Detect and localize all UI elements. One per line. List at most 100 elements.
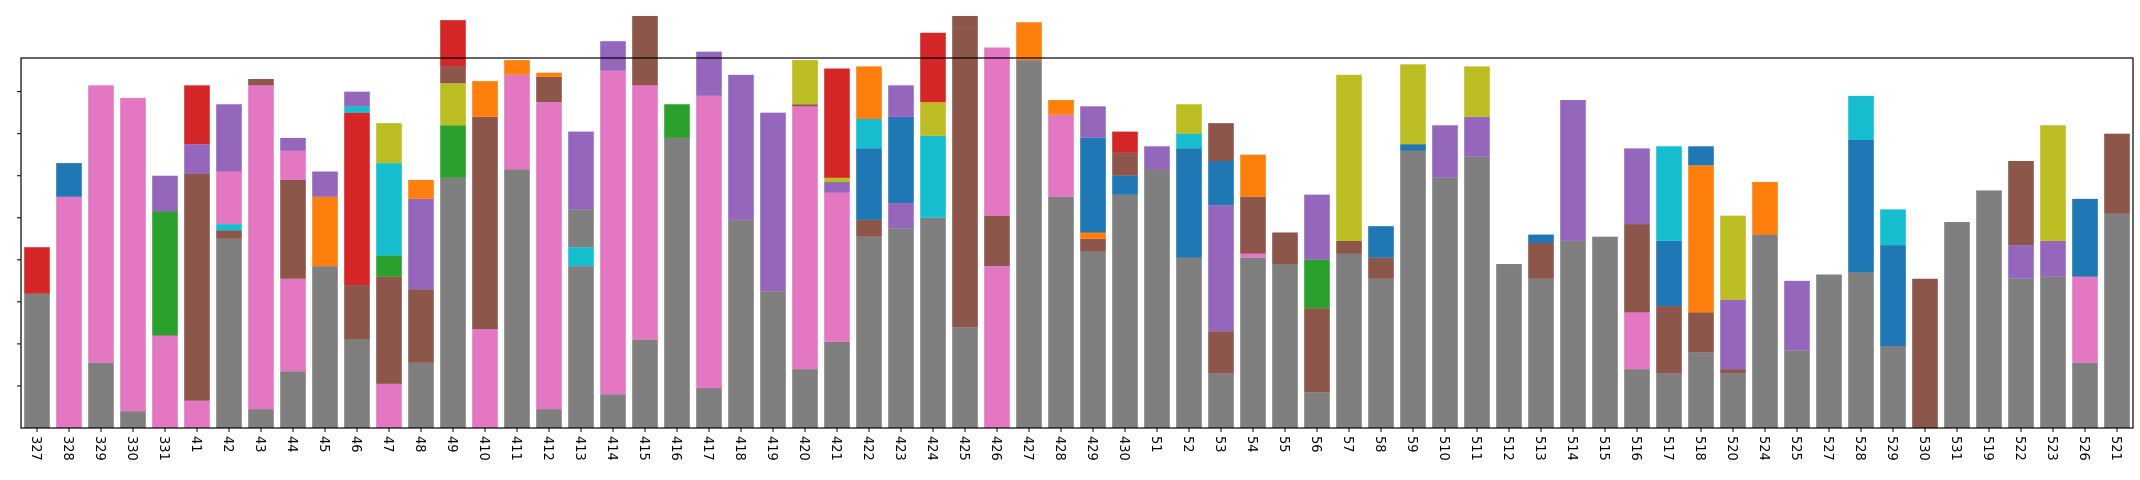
bar-segment-520-2 (1720, 299, 1746, 370)
bar-segment-429-4 (1080, 106, 1106, 138)
bar-segment-43-0 (248, 409, 274, 428)
bar-segment-51-1 (1144, 146, 1170, 170)
x-tick-label: 429 (1084, 436, 1099, 461)
bar-segment-413-2 (568, 209, 594, 248)
x-tick-label: 514 (1564, 436, 1579, 461)
x-tick-label: 423 (892, 436, 907, 461)
bar-segment-47-0 (376, 383, 402, 428)
bar-segment-424-0 (920, 217, 946, 428)
bar-segment-328-0 (56, 196, 82, 428)
bar-segment-414-2 (600, 41, 626, 71)
bar-segment-426-0 (984, 266, 1010, 429)
bar-segment-49-0 (440, 177, 466, 428)
bar-segment-429-0 (1080, 251, 1106, 428)
x-tick-label: 44 (284, 436, 299, 453)
bar-segment-59-1 (1400, 144, 1426, 151)
bar-segment-418-1 (728, 74, 754, 220)
bar-segment-59-0 (1400, 150, 1426, 428)
bar-segment-331-1 (152, 211, 178, 336)
y-axis-ticks (17, 91, 21, 387)
bar-segment-529-0 (1880, 346, 1906, 428)
bar-segment-424-3 (920, 32, 946, 103)
bar-segment-54-0 (1240, 257, 1266, 428)
bar-segment-522-0 (2008, 278, 2034, 428)
bar-segment-427-1 (1016, 22, 1042, 61)
bar-segment-420-0 (792, 369, 818, 428)
x-tick-label: 519 (1980, 436, 1995, 461)
bar-segment-45-0 (312, 266, 338, 429)
bar-segment-430-2 (1112, 152, 1138, 176)
bar-segment-426-2 (984, 47, 1010, 216)
bar-segment-520-1 (1720, 369, 1746, 374)
bar-segment-415-2 (632, 15, 658, 86)
bar-segment-424-2 (920, 102, 946, 136)
bar-segment-58-1 (1368, 257, 1394, 279)
x-tick-label: 529 (1884, 436, 1899, 461)
bar-segment-523-0 (2040, 276, 2066, 428)
x-tick-label: 410 (476, 436, 491, 461)
bar-segment-53-1 (1208, 331, 1234, 374)
bar-segment-514-1 (1560, 100, 1586, 241)
bar-segment-521-0 (2104, 213, 2130, 428)
bar-segment-414-0 (600, 394, 626, 428)
x-tick-label: 430 (1116, 436, 1131, 461)
bar-segment-54-2 (1240, 196, 1266, 254)
bar-segment-428-0 (1048, 196, 1074, 428)
x-tick-label: 327 (28, 436, 43, 461)
bar-segment-422-0 (856, 236, 882, 428)
x-tick-label: 418 (732, 436, 747, 461)
bar-segment-410-1 (472, 116, 498, 330)
bar-segment-412-1 (536, 102, 562, 410)
x-tick-label: 51 (1148, 436, 1163, 453)
bar-segment-45-1 (312, 196, 338, 267)
bar-segment-419-0 (760, 291, 786, 428)
x-tick-label: 425 (956, 436, 971, 461)
bar-segment-416-0 (664, 137, 690, 428)
bar-segment-422-3 (856, 118, 882, 149)
bar-segment-421-0 (824, 341, 850, 428)
x-tick-label: 41 (188, 436, 203, 453)
bar-segment-421-2 (824, 182, 850, 193)
x-tick-label: 48 (412, 436, 427, 453)
bar-segment-47-4 (376, 123, 402, 164)
bar-segment-528-0 (1848, 272, 1874, 428)
x-tick-label: 417 (700, 436, 715, 461)
bar-segment-52-1 (1176, 148, 1202, 258)
bar-segment-41-3 (184, 85, 210, 145)
x-tick-label: 49 (444, 436, 459, 453)
bar-segment-520-0 (1720, 373, 1746, 428)
bar-segment-411-0 (504, 169, 530, 429)
x-tick-label: 530 (1916, 436, 1931, 461)
bar-segment-49-1 (440, 125, 466, 178)
bar-segment-43-1 (248, 85, 274, 410)
x-tick-label: 43 (252, 436, 267, 453)
bar-segment-528-1 (1848, 139, 1874, 273)
bar-segment-44-1 (280, 278, 306, 372)
bar-segment-47-1 (376, 276, 402, 384)
x-tick-label: 46 (348, 436, 363, 453)
bar-segment-426-1 (984, 215, 1010, 267)
x-tick-label: 415 (636, 436, 651, 461)
x-tick-label: 522 (2012, 436, 2027, 461)
bar-segment-425-0 (952, 327, 978, 428)
bar-segment-514-0 (1560, 240, 1586, 428)
bar-segment-517-2 (1656, 240, 1682, 307)
bar-segment-517-0 (1656, 373, 1682, 428)
bars-group (24, 15, 2130, 429)
bar-segment-56-2 (1304, 259, 1330, 309)
x-tick-label: 518 (1692, 436, 1707, 461)
bar-segment-46-3 (344, 106, 370, 113)
bar-segment-52-3 (1176, 104, 1202, 134)
bar-segment-430-3 (1112, 131, 1138, 153)
x-tick-label: 428 (1052, 436, 1067, 461)
bar-segment-419-1 (760, 112, 786, 292)
bar-segment-522-1 (2008, 245, 2034, 279)
bar-segment-518-3 (1688, 146, 1714, 166)
bar-segment-411-2 (504, 60, 530, 75)
x-tick-label: 58 (1372, 436, 1387, 453)
bar-segment-513-2 (1528, 234, 1554, 243)
x-tick-label: 330 (124, 436, 139, 461)
bar-segment-413-0 (568, 266, 594, 429)
bar-segment-417-1 (696, 95, 722, 389)
